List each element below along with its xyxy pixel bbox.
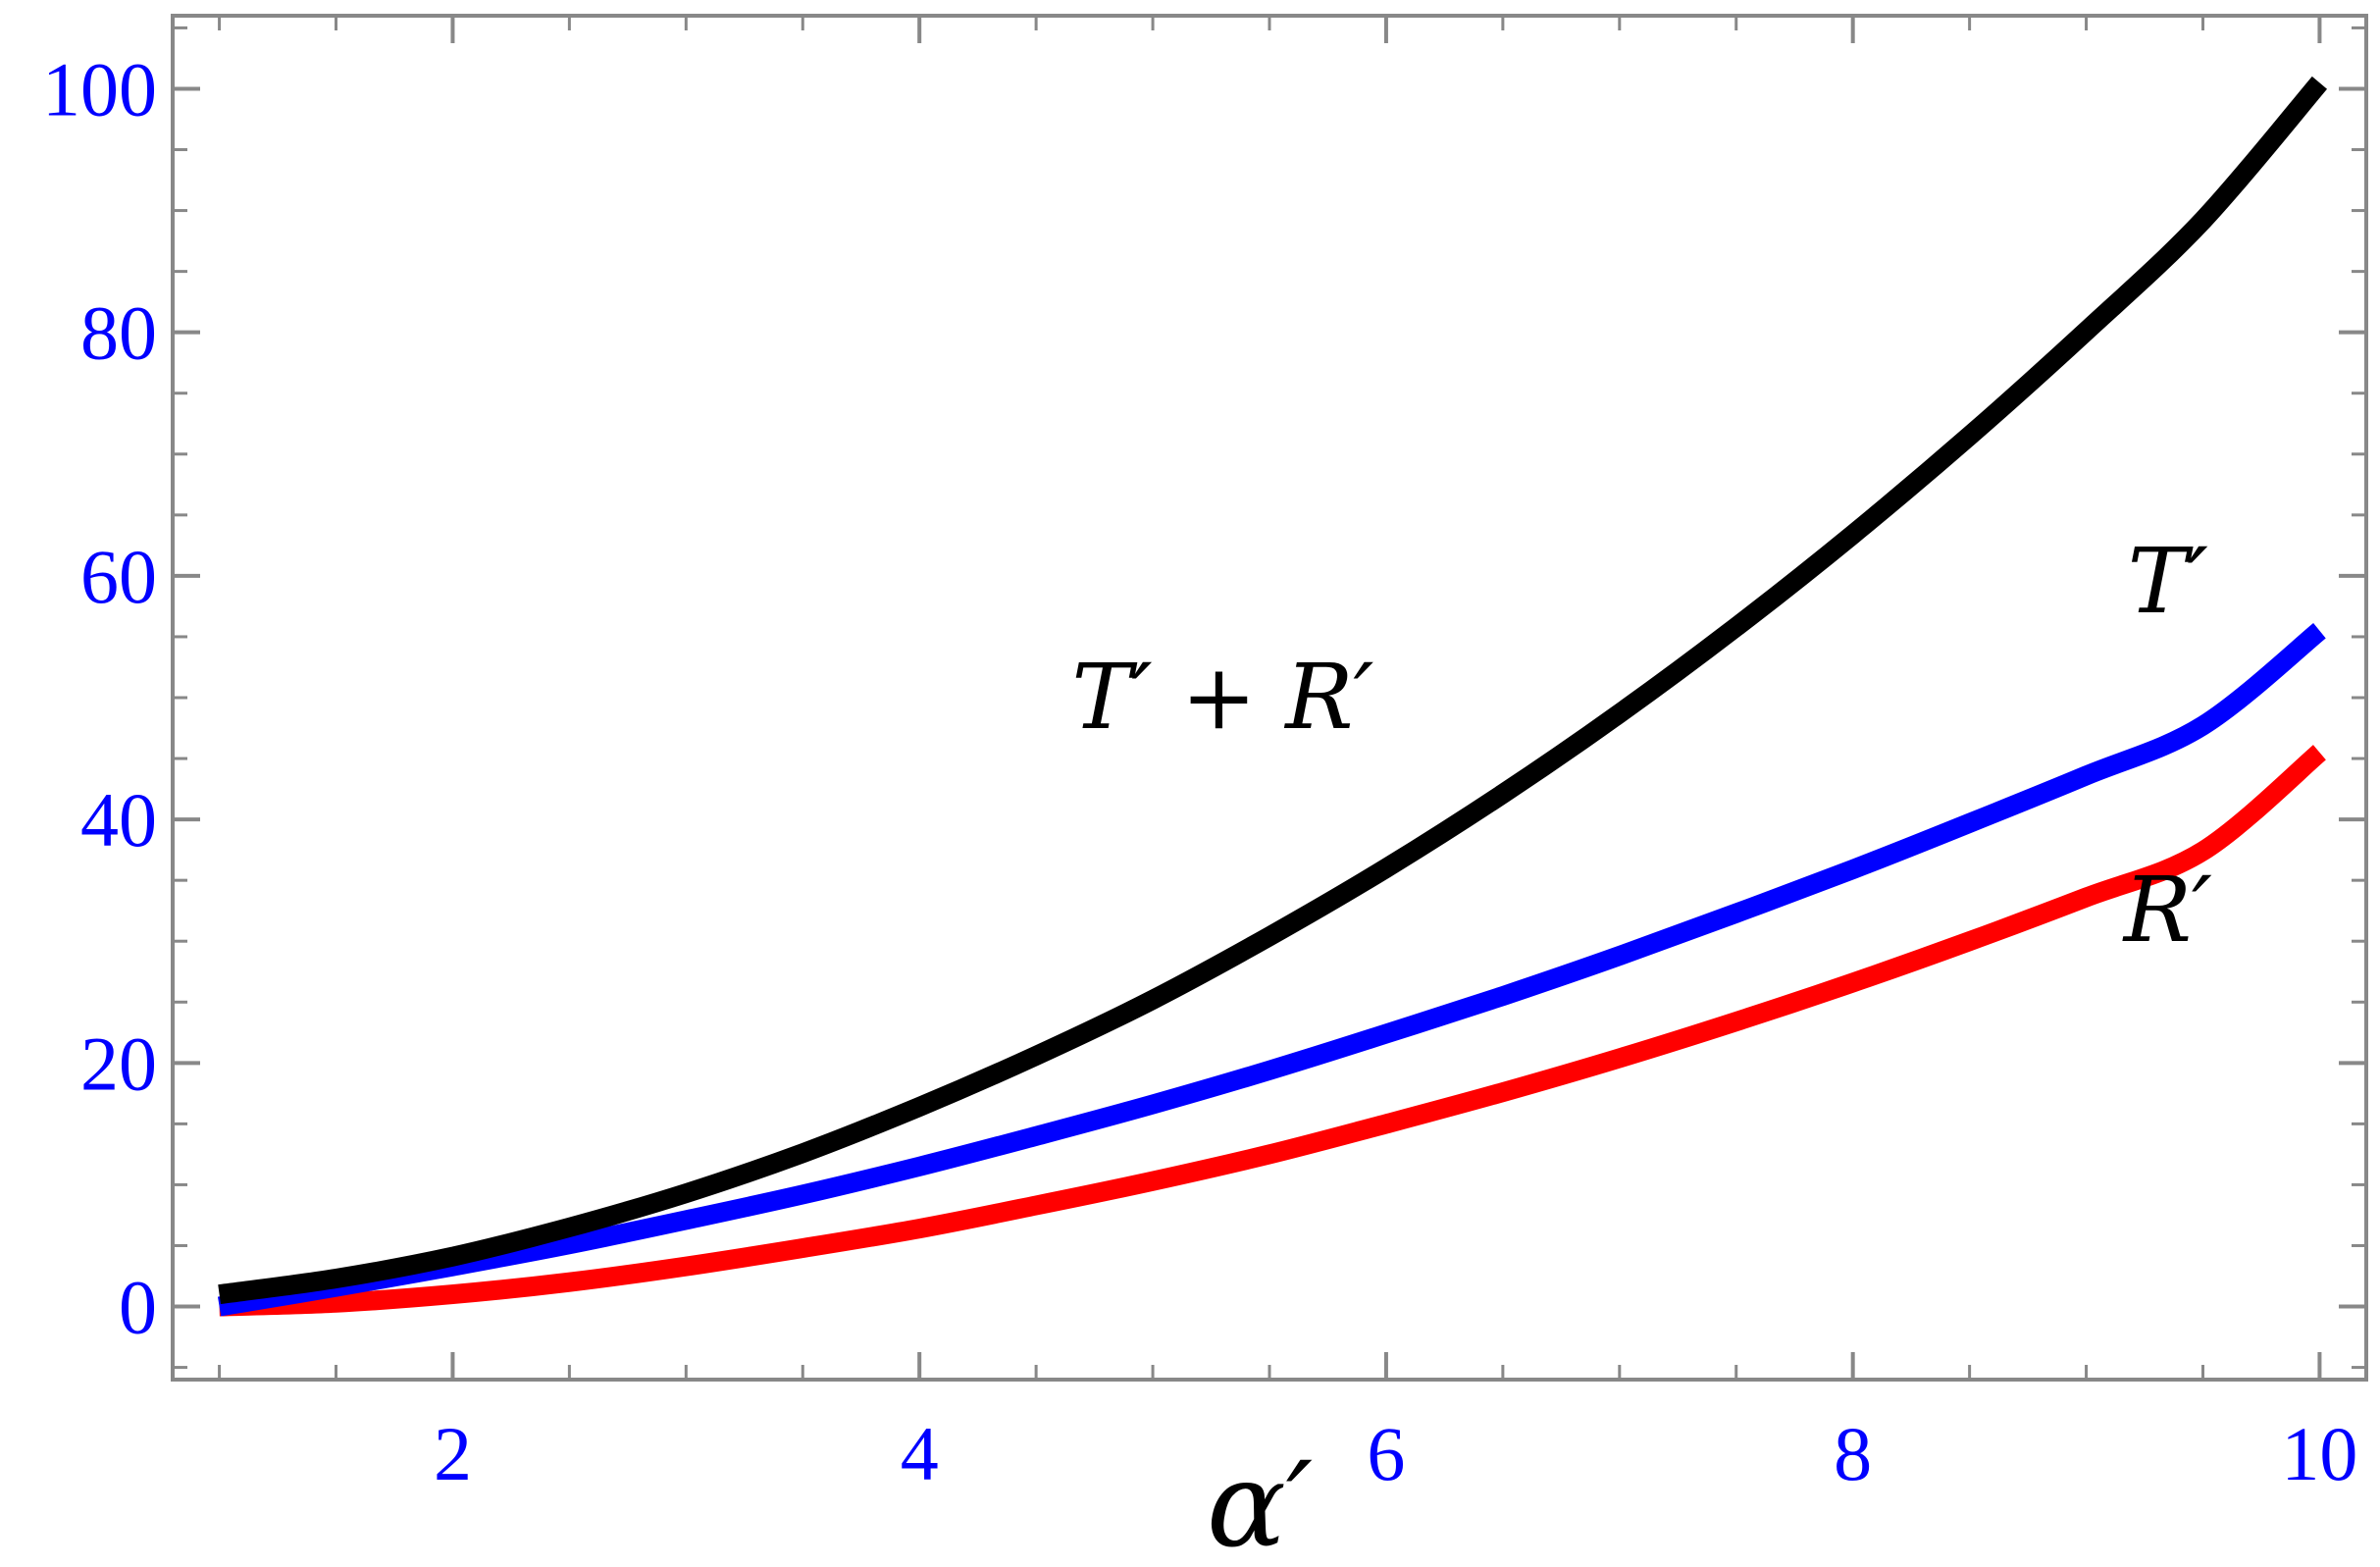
x-tick-label: 2 (434, 1411, 472, 1496)
y-tick-label: 80 (80, 290, 157, 376)
series-layer (217, 76, 2328, 1317)
y-tick-label: 60 (80, 534, 157, 619)
x-axis-title: α′ (1207, 1437, 1313, 1567)
x-tick-labels: 2 4 6 8 10 (434, 1411, 2357, 1496)
y-tick-labels: 0 20 40 60 80 100 (42, 46, 157, 1349)
series-line-t (217, 622, 2326, 1317)
y-tick-label: 40 (80, 777, 157, 862)
major-ticks (173, 16, 2366, 1380)
series-line-t-plus-r (218, 76, 2328, 1305)
annotation-layer: T′ + R′ T′ R′ (1071, 529, 2212, 963)
x-tick-label: 6 (1367, 1411, 1405, 1496)
series-line-r (219, 745, 2326, 1317)
label-t-plus-r: T′ + R′ (1071, 645, 1373, 750)
label-r: R′ (2122, 858, 2212, 963)
label-t: T′ (2128, 529, 2208, 634)
x-tick-label: 8 (1834, 1411, 1872, 1496)
minor-ticks (173, 16, 2366, 1380)
y-tick-label: 100 (42, 46, 157, 131)
y-tick-label: 20 (80, 1020, 157, 1106)
x-tick-label: 10 (2281, 1411, 2357, 1496)
x-tick-label: 4 (901, 1411, 939, 1496)
y-tick-label: 0 (119, 1265, 157, 1350)
